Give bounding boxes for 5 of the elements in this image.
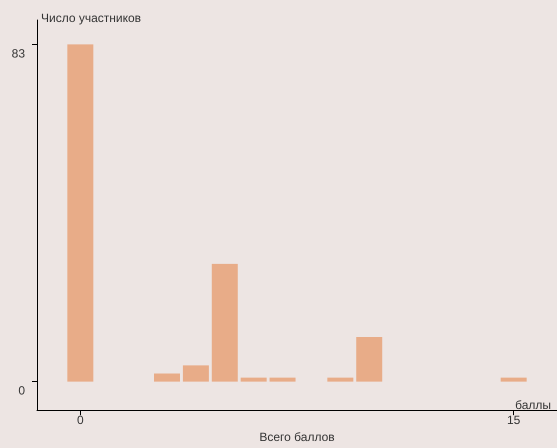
annotation: баллы — [515, 398, 552, 412]
x-tick-label: 15 — [506, 413, 521, 428]
y-axis-title: Число участников — [41, 11, 142, 25]
y-tick-label: 83 — [12, 46, 26, 60]
x-axis-title: Всего баллов — [259, 430, 335, 444]
